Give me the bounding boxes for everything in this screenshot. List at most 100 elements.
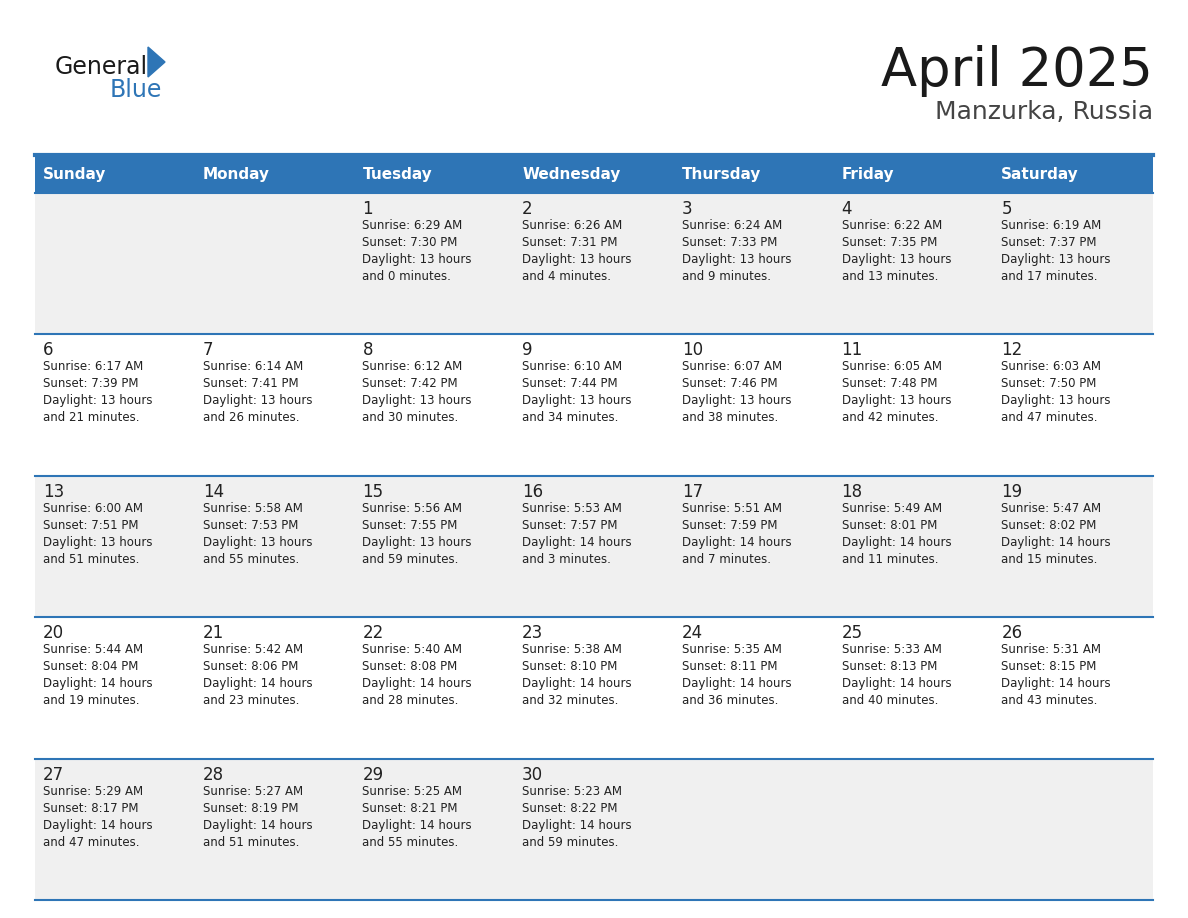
Text: 7: 7 — [203, 341, 213, 360]
Text: 6: 6 — [43, 341, 53, 360]
Text: and 15 minutes.: and 15 minutes. — [1001, 553, 1098, 565]
Text: Daylight: 14 hours: Daylight: 14 hours — [841, 536, 952, 549]
Text: Daylight: 13 hours: Daylight: 13 hours — [682, 253, 791, 266]
Text: Daylight: 13 hours: Daylight: 13 hours — [682, 395, 791, 408]
Text: 13: 13 — [43, 483, 64, 501]
Text: Sunrise: 6:00 AM: Sunrise: 6:00 AM — [43, 502, 143, 515]
Text: Sunrise: 5:42 AM: Sunrise: 5:42 AM — [203, 644, 303, 656]
Text: Daylight: 14 hours: Daylight: 14 hours — [362, 677, 472, 690]
Text: Sunset: 8:19 PM: Sunset: 8:19 PM — [203, 801, 298, 814]
Text: Sunrise: 5:40 AM: Sunrise: 5:40 AM — [362, 644, 462, 656]
Text: Sunset: 7:42 PM: Sunset: 7:42 PM — [362, 377, 459, 390]
Text: Sunset: 7:30 PM: Sunset: 7:30 PM — [362, 236, 457, 249]
Text: Sunrise: 5:25 AM: Sunrise: 5:25 AM — [362, 785, 462, 798]
Text: and 11 minutes.: and 11 minutes. — [841, 553, 939, 565]
Text: Sunrise: 6:07 AM: Sunrise: 6:07 AM — [682, 361, 782, 374]
Text: Sunset: 7:51 PM: Sunset: 7:51 PM — [43, 519, 139, 532]
Text: Friday: Friday — [841, 166, 895, 182]
Text: 3: 3 — [682, 200, 693, 218]
Text: 14: 14 — [203, 483, 223, 501]
Text: and 59 minutes.: and 59 minutes. — [523, 835, 619, 848]
Text: Sunrise: 5:33 AM: Sunrise: 5:33 AM — [841, 644, 941, 656]
Text: Manzurka, Russia: Manzurka, Russia — [935, 100, 1154, 124]
Text: 25: 25 — [841, 624, 862, 643]
Text: 18: 18 — [841, 483, 862, 501]
Text: and 23 minutes.: and 23 minutes. — [203, 694, 299, 707]
Text: Sunset: 8:01 PM: Sunset: 8:01 PM — [841, 519, 937, 532]
Text: Saturday: Saturday — [1001, 166, 1079, 182]
Text: Sunset: 7:48 PM: Sunset: 7:48 PM — [841, 377, 937, 390]
Text: Sunset: 7:39 PM: Sunset: 7:39 PM — [43, 377, 139, 390]
Text: 24: 24 — [682, 624, 703, 643]
Bar — [834, 155, 993, 193]
Text: Sunset: 7:44 PM: Sunset: 7:44 PM — [523, 377, 618, 390]
Text: Sunset: 7:33 PM: Sunset: 7:33 PM — [682, 236, 777, 249]
Text: Wednesday: Wednesday — [523, 166, 620, 182]
Text: Sunrise: 5:38 AM: Sunrise: 5:38 AM — [523, 644, 623, 656]
Bar — [993, 155, 1154, 193]
Text: Sunset: 8:13 PM: Sunset: 8:13 PM — [841, 660, 937, 673]
Text: 16: 16 — [523, 483, 543, 501]
Text: Monday: Monday — [203, 166, 270, 182]
Text: and 40 minutes.: and 40 minutes. — [841, 694, 939, 707]
Text: and 30 minutes.: and 30 minutes. — [362, 411, 459, 424]
Bar — [34, 193, 1154, 334]
Text: Sunrise: 6:17 AM: Sunrise: 6:17 AM — [43, 361, 144, 374]
Text: and 42 minutes.: and 42 minutes. — [841, 411, 939, 424]
Text: Sunset: 8:04 PM: Sunset: 8:04 PM — [43, 660, 138, 673]
Text: Sunrise: 6:24 AM: Sunrise: 6:24 AM — [682, 219, 782, 232]
Text: and 17 minutes.: and 17 minutes. — [1001, 270, 1098, 283]
Polygon shape — [148, 47, 165, 77]
Bar — [34, 758, 1154, 900]
Text: 28: 28 — [203, 766, 223, 784]
Text: Sunrise: 5:23 AM: Sunrise: 5:23 AM — [523, 785, 623, 798]
Text: Sunrise: 6:14 AM: Sunrise: 6:14 AM — [203, 361, 303, 374]
Text: 29: 29 — [362, 766, 384, 784]
Text: Sunset: 7:55 PM: Sunset: 7:55 PM — [362, 519, 457, 532]
Bar — [34, 617, 1154, 758]
Text: Sunset: 7:37 PM: Sunset: 7:37 PM — [1001, 236, 1097, 249]
Text: Daylight: 13 hours: Daylight: 13 hours — [523, 253, 632, 266]
Text: 4: 4 — [841, 200, 852, 218]
Text: Daylight: 13 hours: Daylight: 13 hours — [203, 536, 312, 549]
Text: Daylight: 14 hours: Daylight: 14 hours — [1001, 536, 1111, 549]
Text: Daylight: 14 hours: Daylight: 14 hours — [682, 536, 791, 549]
Text: 1: 1 — [362, 200, 373, 218]
Text: Daylight: 13 hours: Daylight: 13 hours — [362, 253, 472, 266]
Text: and 47 minutes.: and 47 minutes. — [1001, 411, 1098, 424]
Text: and 32 minutes.: and 32 minutes. — [523, 694, 619, 707]
Text: and 51 minutes.: and 51 minutes. — [203, 835, 299, 848]
Text: 2: 2 — [523, 200, 532, 218]
Bar — [34, 334, 1154, 476]
Text: Sunset: 8:21 PM: Sunset: 8:21 PM — [362, 801, 457, 814]
Text: Sunset: 7:35 PM: Sunset: 7:35 PM — [841, 236, 937, 249]
Text: and 36 minutes.: and 36 minutes. — [682, 694, 778, 707]
Text: Sunrise: 6:26 AM: Sunrise: 6:26 AM — [523, 219, 623, 232]
Text: and 4 minutes.: and 4 minutes. — [523, 270, 611, 283]
Text: and 21 minutes.: and 21 minutes. — [43, 411, 139, 424]
Text: 15: 15 — [362, 483, 384, 501]
Text: Sunset: 8:10 PM: Sunset: 8:10 PM — [523, 660, 618, 673]
Text: 9: 9 — [523, 341, 532, 360]
Text: Sunrise: 5:53 AM: Sunrise: 5:53 AM — [523, 502, 623, 515]
Text: Sunset: 7:59 PM: Sunset: 7:59 PM — [682, 519, 777, 532]
Text: Sunset: 7:31 PM: Sunset: 7:31 PM — [523, 236, 618, 249]
Text: Daylight: 13 hours: Daylight: 13 hours — [1001, 253, 1111, 266]
Text: 10: 10 — [682, 341, 703, 360]
Bar — [514, 155, 674, 193]
Text: and 13 minutes.: and 13 minutes. — [841, 270, 939, 283]
Text: Tuesday: Tuesday — [362, 166, 432, 182]
Text: Sunset: 7:46 PM: Sunset: 7:46 PM — [682, 377, 777, 390]
Text: Sunset: 8:15 PM: Sunset: 8:15 PM — [1001, 660, 1097, 673]
Text: Daylight: 14 hours: Daylight: 14 hours — [1001, 677, 1111, 690]
Text: Sunrise: 5:47 AM: Sunrise: 5:47 AM — [1001, 502, 1101, 515]
Text: 12: 12 — [1001, 341, 1023, 360]
Text: Daylight: 13 hours: Daylight: 13 hours — [203, 395, 312, 408]
Text: Daylight: 13 hours: Daylight: 13 hours — [841, 395, 952, 408]
Text: Sunrise: 5:49 AM: Sunrise: 5:49 AM — [841, 502, 942, 515]
Text: General: General — [55, 55, 148, 79]
Text: Sunrise: 6:03 AM: Sunrise: 6:03 AM — [1001, 361, 1101, 374]
Bar — [34, 476, 1154, 617]
Text: Sunrise: 5:27 AM: Sunrise: 5:27 AM — [203, 785, 303, 798]
Text: and 55 minutes.: and 55 minutes. — [362, 835, 459, 848]
